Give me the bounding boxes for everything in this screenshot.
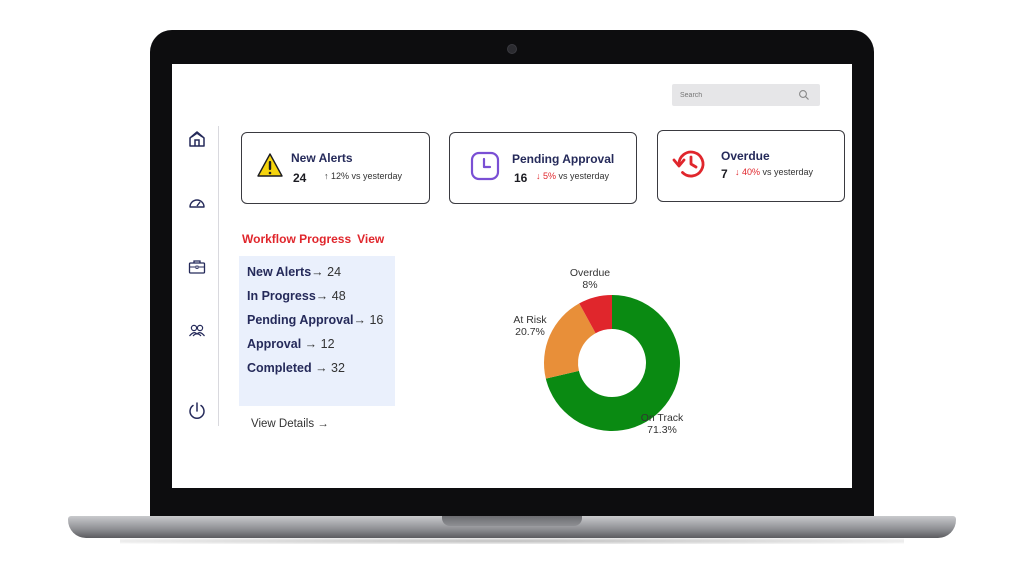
- sidebar-item-dashboard[interactable]: [186, 192, 208, 214]
- card-delta: ↓ 5% vs yesterday: [536, 171, 609, 181]
- view-details-link[interactable]: View Details →: [251, 418, 329, 430]
- search-box[interactable]: [672, 84, 820, 106]
- card-overdue[interactable]: Overdue 7 ↓ 40% vs yesterday: [657, 130, 845, 202]
- home-icon: [189, 131, 205, 147]
- workflow-title: Workflow Progress: [242, 232, 352, 246]
- users-icon: [189, 324, 205, 337]
- workflow-row-value: → 24: [311, 265, 342, 279]
- slice-label: On Track: [641, 412, 684, 424]
- delta-suffix: vs yesterday: [760, 167, 814, 177]
- dashboard-screen: New Alerts 24 ↑ 12% vs yesterday Pending…: [172, 64, 852, 488]
- workflow-row[interactable]: Pending Approval→ 16: [247, 313, 383, 327]
- workflow-view-link[interactable]: View: [357, 232, 385, 246]
- warning-icon: [257, 153, 283, 177]
- sidebar-divider: [218, 126, 219, 426]
- card-title: New Alerts: [291, 151, 353, 165]
- slice-label: At Risk: [513, 314, 547, 326]
- slice-value-label: 20.7%: [515, 326, 545, 338]
- laptop-shadow: [120, 538, 904, 544]
- workflow-row-label: New Alerts: [247, 265, 312, 279]
- sidebar-item-home[interactable]: [186, 128, 208, 150]
- card-count: 16: [514, 171, 528, 185]
- search-input[interactable]: [680, 91, 798, 99]
- briefcase-icon: [188, 260, 206, 274]
- magnifier-icon[interactable]: [798, 89, 810, 101]
- workflow-row-label: Approval: [247, 337, 302, 351]
- card-new-alerts[interactable]: New Alerts 24 ↑ 12% vs yesterday: [241, 132, 430, 204]
- slice-value-label: 8%: [582, 279, 597, 291]
- webcam: [507, 44, 517, 54]
- sidebar-item-logout[interactable]: [186, 400, 208, 422]
- donut-slice-overdue: [579, 295, 612, 334]
- slice-label: Overdue: [570, 267, 610, 279]
- workflow-row[interactable]: In Progress→ 48: [247, 289, 346, 303]
- workflow-row-value: → 12: [301, 337, 335, 351]
- gauge-icon: [189, 199, 205, 208]
- delta-down: ↓ 5%: [536, 171, 557, 181]
- workflow-row-value: → 48: [315, 289, 346, 303]
- card-count: 7: [721, 167, 728, 181]
- sidebar-item-team[interactable]: [186, 320, 208, 342]
- workflow-row-value: → 16: [353, 313, 384, 327]
- clock-icon: [470, 151, 500, 181]
- workflow-row[interactable]: Completed → 32: [247, 361, 345, 375]
- power-icon: [189, 402, 205, 419]
- workflow-row-label: In Progress: [247, 289, 316, 303]
- card-delta: ↓ 40% vs yesterday: [735, 167, 813, 177]
- donut-slice-at-risk: [544, 303, 596, 379]
- history-icon: [672, 150, 705, 178]
- slice-value-label: 71.3%: [647, 424, 677, 436]
- workflow-panel: New Alerts→ 24 In Progress→ 48 Pending A…: [239, 256, 395, 406]
- card-count: 24: [293, 171, 307, 185]
- laptop-base: [68, 516, 956, 538]
- delta-suffix: vs yesterday: [556, 171, 610, 181]
- workflow-row-label: Completed: [247, 361, 312, 375]
- card-title: Overdue: [721, 149, 770, 163]
- workflow-row-value: → 32: [311, 361, 345, 375]
- sidebar-item-cases[interactable]: [186, 256, 208, 278]
- workflow-row[interactable]: Approval → 12: [247, 337, 335, 351]
- workflow-header: Workflow Progress View: [242, 232, 384, 246]
- donut-slice-on-track: [545, 295, 680, 431]
- workflow-row[interactable]: New Alerts→ 24: [247, 265, 341, 279]
- laptop-base-notch: [442, 516, 582, 526]
- workflow-row-label: Pending Approval: [247, 313, 354, 327]
- card-pending-approval[interactable]: Pending Approval 16 ↓ 5% vs yesterday: [449, 132, 637, 204]
- card-title: Pending Approval: [512, 152, 615, 166]
- card-delta: ↑ 12% vs yesterday: [324, 171, 403, 181]
- delta-down: ↓ 40%: [735, 167, 761, 177]
